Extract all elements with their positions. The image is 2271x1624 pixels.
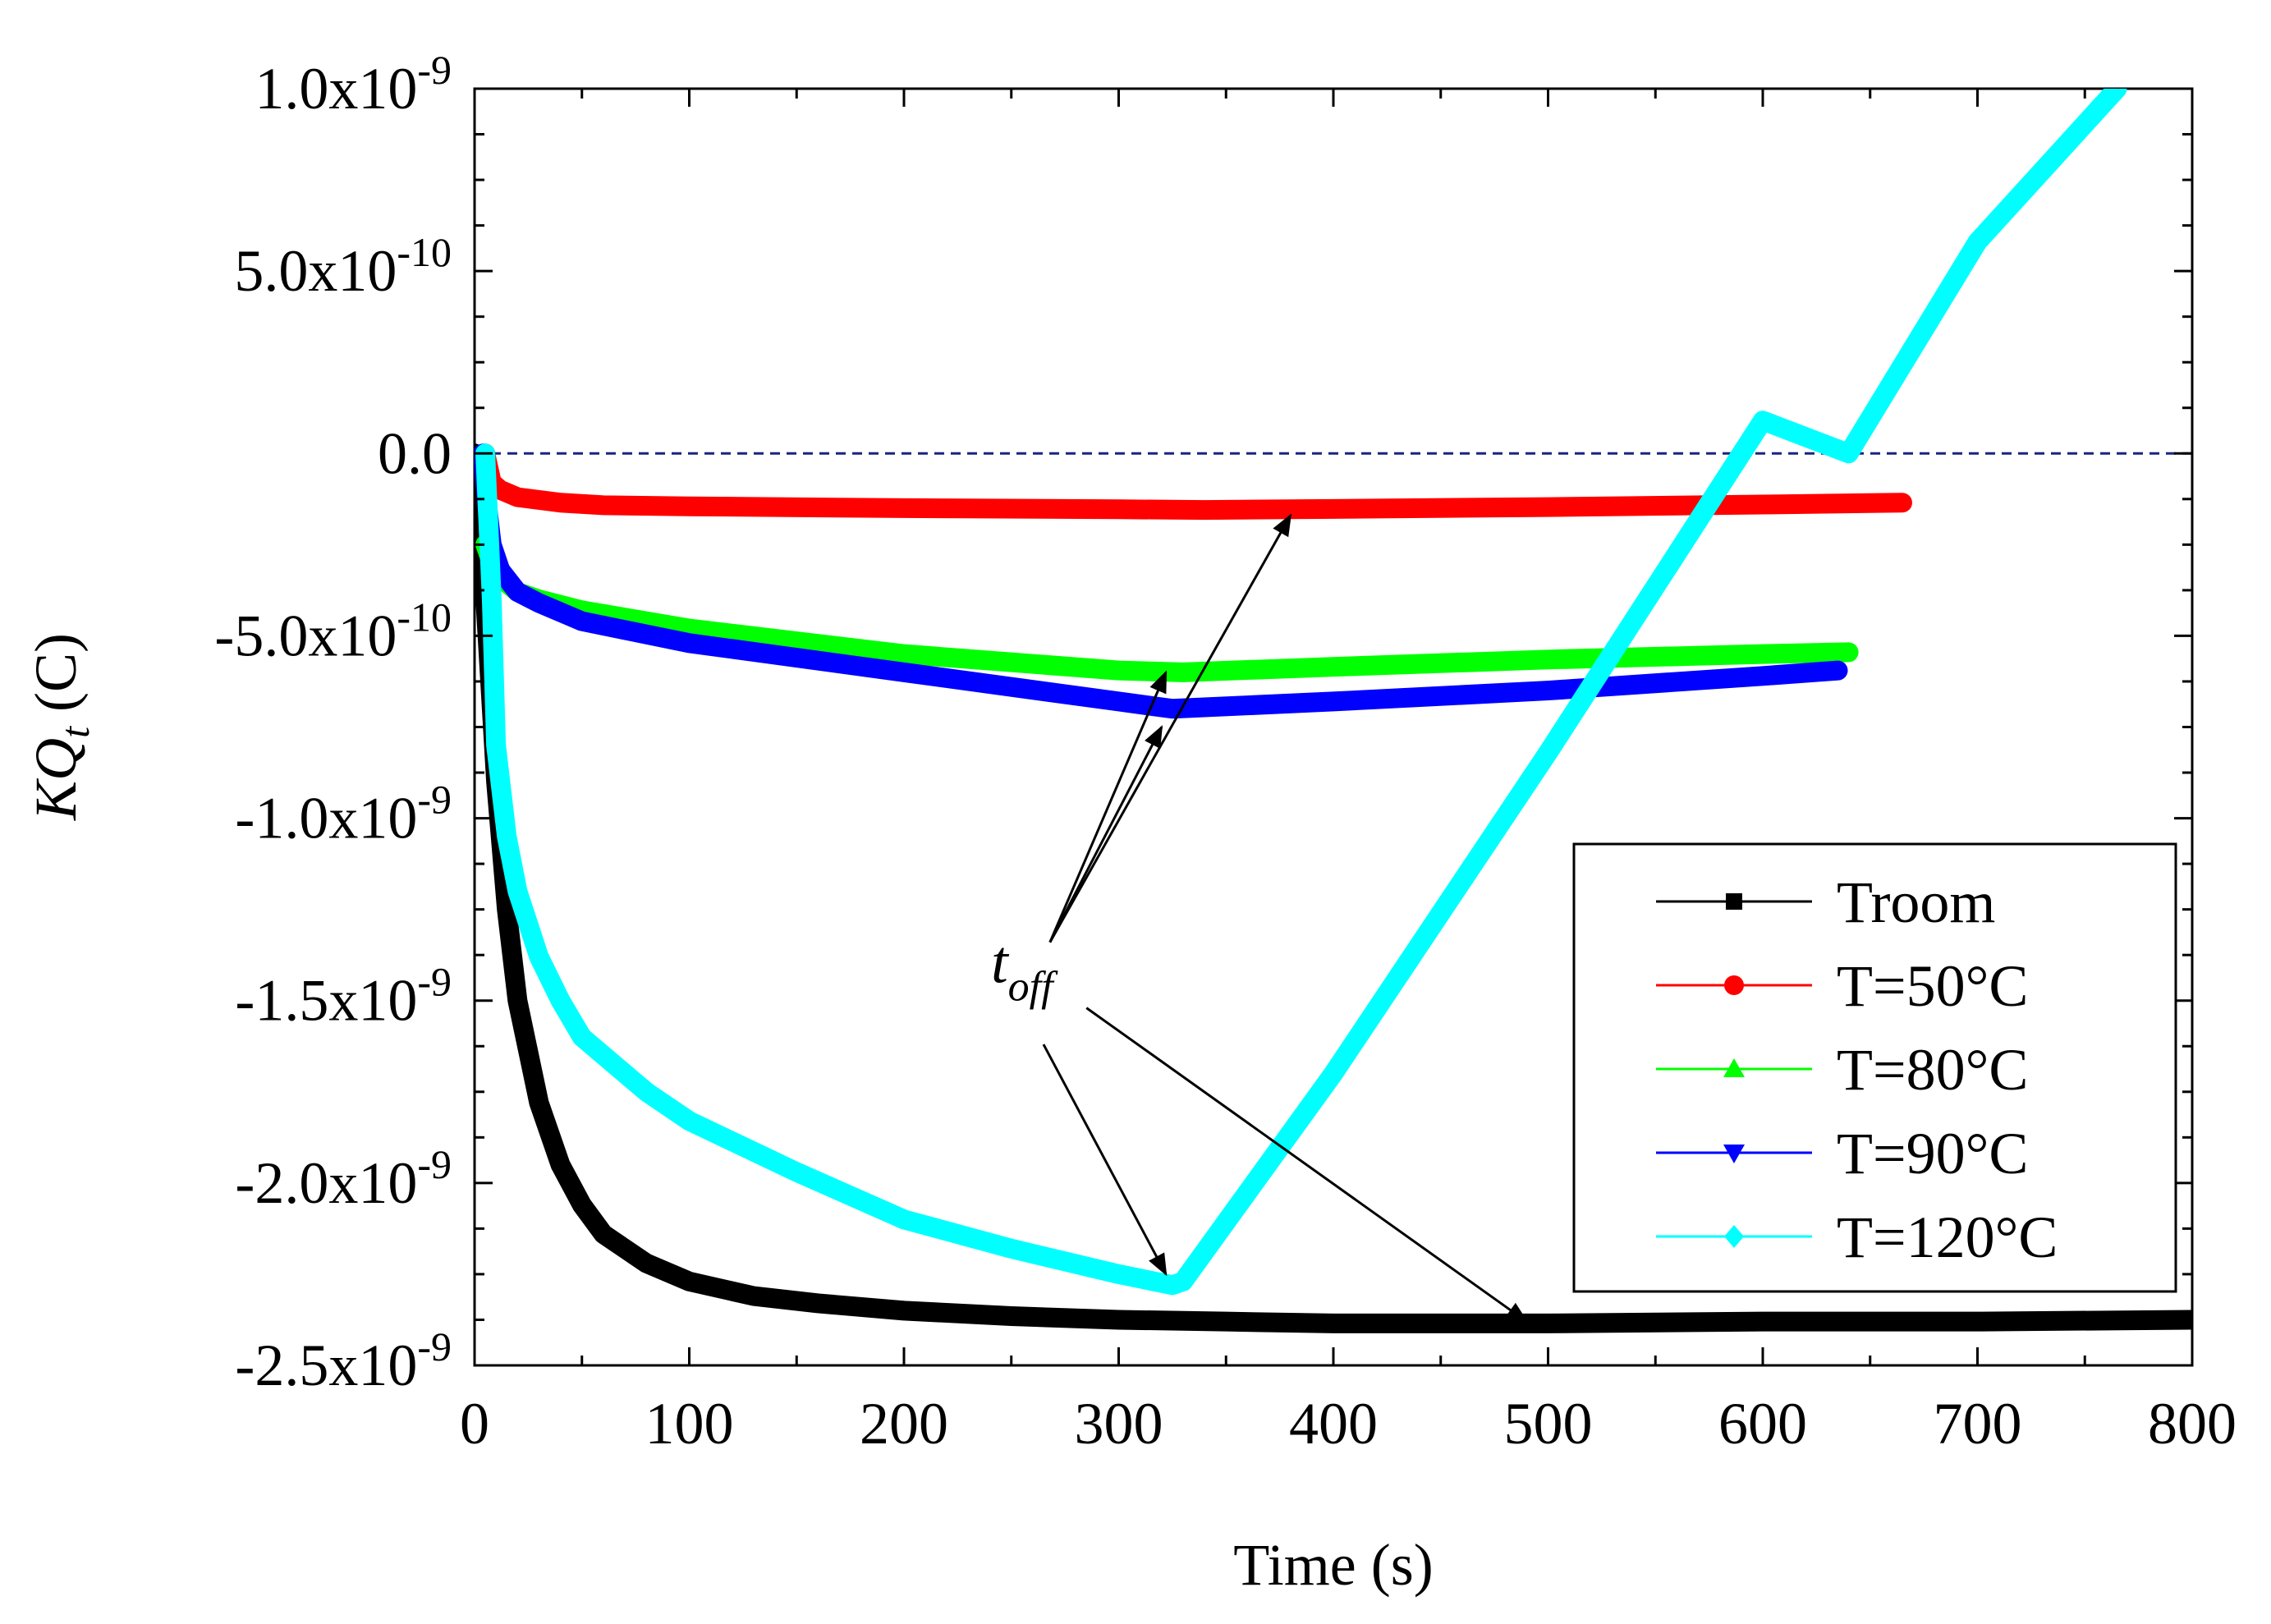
x-tick-label: 100	[645, 1391, 734, 1457]
y-tick-label: -1.0x10-9	[235, 777, 452, 851]
axes-layer: 0 100 200 300 400 500 600 700 800 1.0x10-9 5.0x10-…	[214, 47, 2237, 1457]
x-tick-label: 300	[1075, 1391, 1163, 1457]
annotation-arrow	[1085, 1007, 1529, 1324]
y-axis-title-unit: (C)	[23, 633, 89, 727]
x-axis-title: Time (s)	[1233, 1532, 1433, 1598]
x-tick-label: 500	[1504, 1391, 1593, 1457]
legend-item-4: T=120°C	[1656, 1204, 2058, 1270]
annotation-layer: toff	[991, 513, 1529, 1324]
legend-item-2: T=80°C	[1656, 1037, 2028, 1103]
x-tick-label: 200	[860, 1391, 948, 1457]
legend-marker	[1724, 975, 1744, 995]
legend: Troom T=50°C T=80°C T=90°C T=120°C	[1572, 842, 2177, 1293]
y-axis-title-subscript: t	[52, 726, 98, 738]
y-tick-label: -2.5x10-9	[235, 1324, 452, 1398]
y-axis-title-base: KQ	[23, 738, 89, 821]
annotation-arrow	[1048, 513, 1292, 943]
x-tick-label: 400	[1289, 1391, 1378, 1457]
legend-item-3: T=90°C	[1656, 1121, 2028, 1186]
legend-label: T=50°C	[1837, 953, 2028, 1019]
y-tick-label: 1.0x10-9	[255, 47, 452, 122]
x-tick-label: 0	[460, 1391, 489, 1457]
legend-label: T=80°C	[1837, 1037, 2028, 1103]
legend-label: Troom	[1837, 869, 1995, 935]
series-1	[475, 443, 1912, 521]
legend-label: T=120°C	[1837, 1204, 2058, 1270]
y-tick-label: -5.0x10-10	[214, 594, 452, 668]
legend-item-1: T=50°C	[1656, 953, 2028, 1019]
legend-marker	[1723, 1058, 1745, 1077]
legend-label: T=90°C	[1837, 1121, 2028, 1186]
x-tick-label: 700	[1934, 1391, 2022, 1457]
series-line	[475, 443, 2192, 1333]
svg-text:KQt (C): KQt (C)	[23, 633, 98, 821]
legend-marker	[1723, 1145, 1745, 1163]
series-0	[475, 443, 2192, 1333]
y-tick-label: 5.0x10-10	[234, 229, 452, 304]
annotation-arrow	[1048, 670, 1168, 943]
series-layer	[475, 89, 2192, 1333]
y-axis-title: KQt (C)	[23, 633, 98, 821]
series-4	[475, 89, 2127, 1296]
y-tick-label: -1.5x10-9	[235, 959, 452, 1034]
legend-marker	[1726, 893, 1742, 910]
x-tick-label: 800	[2148, 1391, 2237, 1457]
series-line	[475, 443, 1912, 521]
y-tick-label: -2.0x10-9	[235, 1141, 452, 1216]
y-tick-label: 0.0	[378, 420, 452, 486]
x-tick-label: 600	[1718, 1391, 1807, 1457]
annotation-arrow	[1042, 1044, 1168, 1277]
annotation-arrow	[1048, 725, 1163, 943]
series-line	[475, 89, 2127, 1296]
annotation-label: toff	[991, 929, 1058, 1011]
svg-text:Time (s): Time (s)	[1233, 1532, 1433, 1598]
legend-marker	[1724, 1225, 1744, 1248]
legend-item-0: Troom	[1656, 869, 1995, 935]
